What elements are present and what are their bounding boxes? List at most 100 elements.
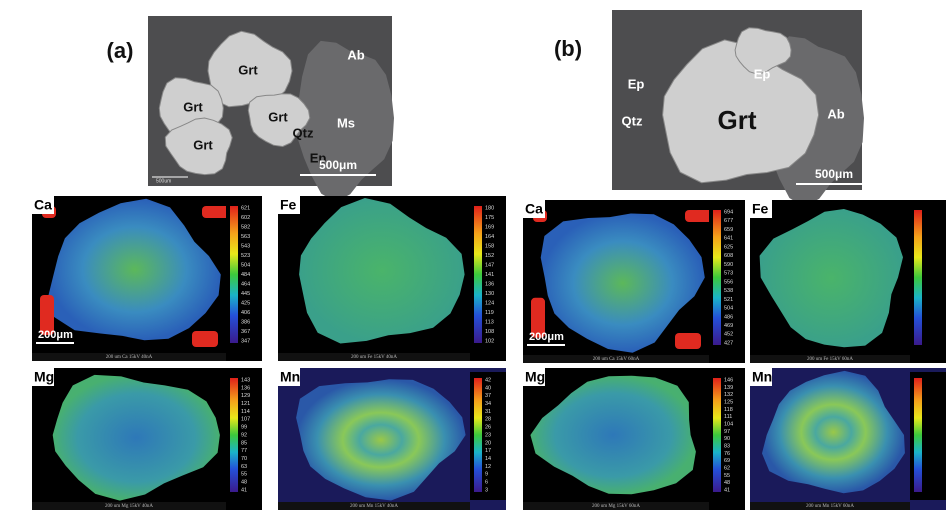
colorbar-tick-label: 158 bbox=[485, 243, 494, 249]
element-map: Fe200 um Fe 15kV 60nA bbox=[750, 200, 946, 363]
colorbar-tick-label: 659 bbox=[724, 227, 733, 233]
mineral-label: Grt bbox=[268, 109, 288, 124]
colorbar-tick-label: 367 bbox=[241, 329, 250, 335]
colorbar-tick-label: 139 bbox=[724, 385, 733, 391]
colorbar-tick-label: 486 bbox=[724, 314, 733, 320]
colorbar-tick-label: 113 bbox=[485, 319, 494, 325]
colorbar-tick-label: 147 bbox=[485, 262, 494, 268]
colorbar-tick-label: 164 bbox=[485, 234, 494, 240]
calcic-phase bbox=[675, 333, 701, 349]
colorbar-tick-label: 83 bbox=[724, 443, 730, 449]
colorbar-tick-label: 538 bbox=[724, 288, 733, 294]
colorbar-tick-label: 34 bbox=[485, 401, 491, 407]
scale-label: 200μm bbox=[38, 329, 73, 341]
mineral-label: Ep bbox=[754, 66, 771, 81]
colorbar-tick-label: 118 bbox=[724, 407, 733, 413]
map-footer: 200 um Mg 15kV 60nA bbox=[592, 504, 640, 509]
panel-label: (a) bbox=[107, 38, 134, 63]
colorbar-tick-label: 111 bbox=[724, 414, 732, 420]
colorbar-tick-label: 590 bbox=[724, 262, 733, 268]
colorbar-tick-label: 504 bbox=[241, 262, 250, 268]
map-footer: 200 um Mg 15kV 40nA bbox=[105, 504, 153, 509]
element-map: Mn200 um Mn 15kV 60nA bbox=[750, 368, 946, 510]
map-footer: 200 um Fe 15kV 40nA bbox=[351, 355, 397, 360]
colorbar-tick-label: 28 bbox=[485, 417, 491, 423]
colorbar bbox=[713, 378, 721, 492]
map-footer: 200 um Mn 15kV 40nA bbox=[350, 504, 398, 509]
colorbar-tick-label: 62 bbox=[724, 465, 730, 471]
colorbar-tick-label: 125 bbox=[724, 399, 733, 405]
colorbar-tick-label: 14 bbox=[485, 456, 491, 462]
mineral-label: Grt bbox=[193, 137, 213, 152]
colorbar-tick-label: 108 bbox=[485, 329, 494, 335]
colorbar-tick-label: 641 bbox=[724, 236, 733, 242]
mineral-label: Ms bbox=[337, 115, 355, 130]
scale-label: 200μm bbox=[529, 331, 564, 343]
colorbar-tick-label: 55 bbox=[724, 473, 730, 479]
colorbar-tick-label: 97 bbox=[724, 429, 730, 435]
colorbar-tick-label: 406 bbox=[241, 310, 250, 316]
colorbar-tick-label: 464 bbox=[241, 281, 250, 287]
colorbar-tick-label: 556 bbox=[724, 279, 733, 285]
colorbar-tick-label: 484 bbox=[241, 272, 250, 278]
colorbar-tick-label: 107 bbox=[241, 417, 250, 423]
map-footer: 200 um Fe 15kV 60nA bbox=[807, 357, 853, 362]
colorbar-tick-label: 26 bbox=[485, 425, 491, 431]
colorbar bbox=[713, 210, 721, 345]
colorbar-tick-label: 152 bbox=[485, 253, 494, 259]
colorbar-tick-label: 119 bbox=[485, 310, 494, 316]
colorbar-tick-label: 136 bbox=[485, 281, 494, 287]
colorbar-tick-label: 41 bbox=[724, 487, 730, 493]
colorbar-tick-label: 6 bbox=[485, 480, 488, 486]
colorbar-tick-label: 427 bbox=[724, 340, 733, 346]
colorbar-tick-label: 12 bbox=[485, 464, 491, 470]
mineral-label: Qtz bbox=[622, 113, 643, 128]
element-label: Ca bbox=[34, 197, 52, 213]
colorbar-tick-label: 563 bbox=[241, 234, 250, 240]
colorbar-tick-label: 37 bbox=[485, 393, 491, 399]
colorbar-tick-label: 573 bbox=[724, 271, 733, 277]
colorbar-tick-label: 69 bbox=[724, 458, 730, 464]
colorbar-tick-label: 521 bbox=[724, 297, 733, 303]
colorbar-tick-label: 625 bbox=[724, 244, 733, 250]
mineral-label: Grt bbox=[183, 99, 203, 114]
colorbar-tick-label: 63 bbox=[241, 464, 247, 470]
scale-label: 500μm bbox=[815, 167, 853, 181]
scale-label: 500μm bbox=[319, 158, 357, 172]
map-footer: 200 um Mn 15kV 60nA bbox=[806, 504, 854, 509]
figure: (a)GrtGrtGrtGrtQtzMsAbEp500μm500umCa6216… bbox=[0, 0, 946, 515]
colorbar-tick-label: 104 bbox=[724, 421, 733, 427]
element-label: Mn bbox=[280, 369, 300, 385]
colorbar bbox=[230, 378, 238, 492]
colorbar-tick-label: 20 bbox=[485, 440, 491, 446]
colorbar-tick-label: 23 bbox=[485, 432, 491, 438]
map-footer: 200 um Ca 15kV 60nA bbox=[593, 357, 640, 362]
colorbar-tick-label: 99 bbox=[241, 425, 247, 431]
colorbar-tick-label: 55 bbox=[241, 472, 247, 478]
colorbar-tick-label: 169 bbox=[485, 224, 494, 230]
element-label: Ca bbox=[525, 201, 543, 217]
colorbar bbox=[914, 210, 922, 345]
colorbar-tick-label: 523 bbox=[241, 253, 250, 259]
colorbar-tick-label: 102 bbox=[485, 338, 494, 344]
element-map: Fe18017516916415815214714113613012411911… bbox=[278, 196, 506, 361]
colorbar-tick-label: 90 bbox=[724, 436, 730, 442]
mineral-label: Ep bbox=[628, 76, 645, 91]
colorbar-tick-label: 41 bbox=[241, 487, 247, 493]
element-map: Ca62160258256354352350448446444542540638… bbox=[32, 196, 262, 361]
colorbar-tick-label: 114 bbox=[241, 409, 250, 415]
colorbar-tick-label: 3 bbox=[485, 487, 488, 493]
element-map: Mn424037343128262320171412963200 um Mn 1… bbox=[278, 368, 506, 510]
colorbar bbox=[474, 378, 482, 492]
colorbar bbox=[914, 378, 922, 492]
colorbar-tick-label: 141 bbox=[485, 272, 494, 278]
mineral-label: Ab bbox=[827, 106, 844, 121]
colorbar-tick-label: 136 bbox=[241, 385, 250, 391]
element-label: Fe bbox=[280, 197, 297, 213]
colorbar-tick-label: 143 bbox=[241, 377, 250, 383]
colorbar-tick-label: 17 bbox=[485, 448, 491, 454]
colorbar-tick-label: 543 bbox=[241, 243, 250, 249]
colorbar-tick-label: 9 bbox=[485, 472, 488, 478]
